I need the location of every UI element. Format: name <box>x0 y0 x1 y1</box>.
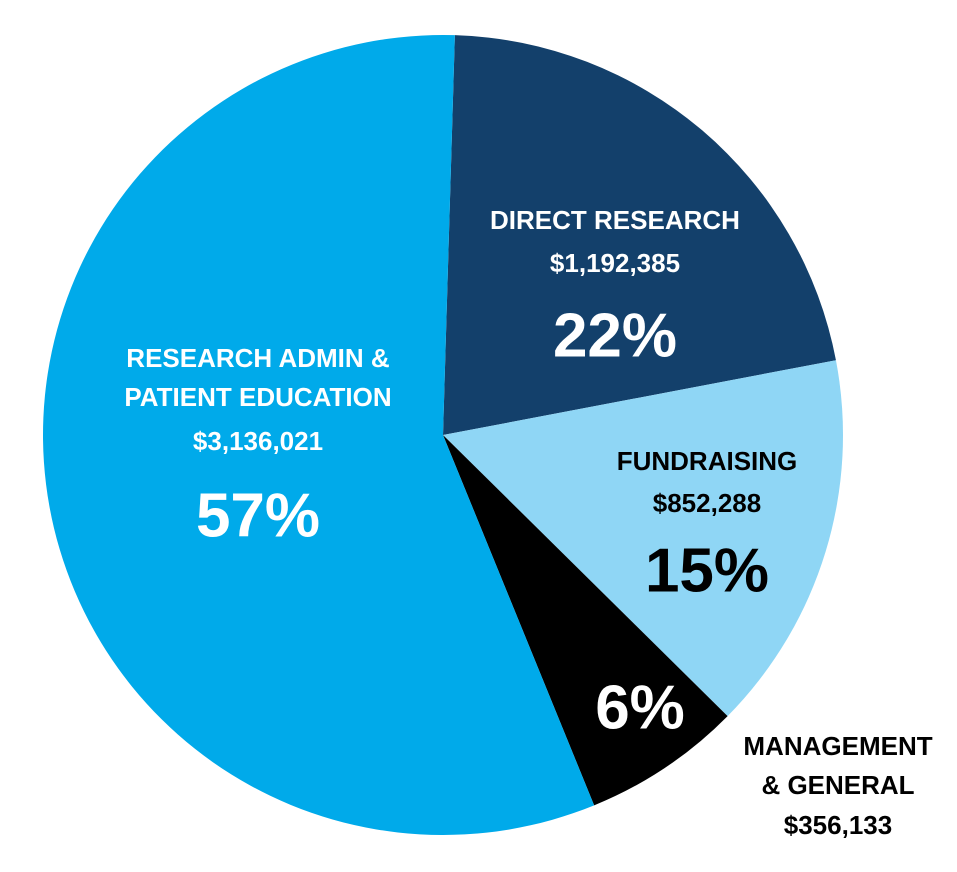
slice-value: $852,288 <box>653 488 761 518</box>
slice-value: $1,192,385 <box>550 248 680 278</box>
pie-slice <box>43 35 595 836</box>
pie-slice <box>443 360 843 717</box>
slice-name: FUNDRAISING <box>617 446 798 476</box>
pie-slice <box>443 435 728 806</box>
slice-value: $356,133 <box>784 810 892 840</box>
slice-percent: 22% <box>553 301 677 370</box>
slice-percent: 15% <box>645 536 769 605</box>
slice-percent: 57% <box>196 481 320 550</box>
slice-name: PATIENT EDUCATION <box>124 382 391 412</box>
slice-name: RESEARCH ADMIN & <box>126 343 389 373</box>
slice-name: MANAGEMENT <box>743 731 932 761</box>
pie-slice <box>443 35 836 435</box>
slice-name: & GENERAL <box>761 770 914 800</box>
slice-name: DIRECT RESEARCH <box>490 205 740 235</box>
slice-percent: 6% <box>595 673 685 742</box>
slice-value: $3,136,021 <box>193 426 323 456</box>
